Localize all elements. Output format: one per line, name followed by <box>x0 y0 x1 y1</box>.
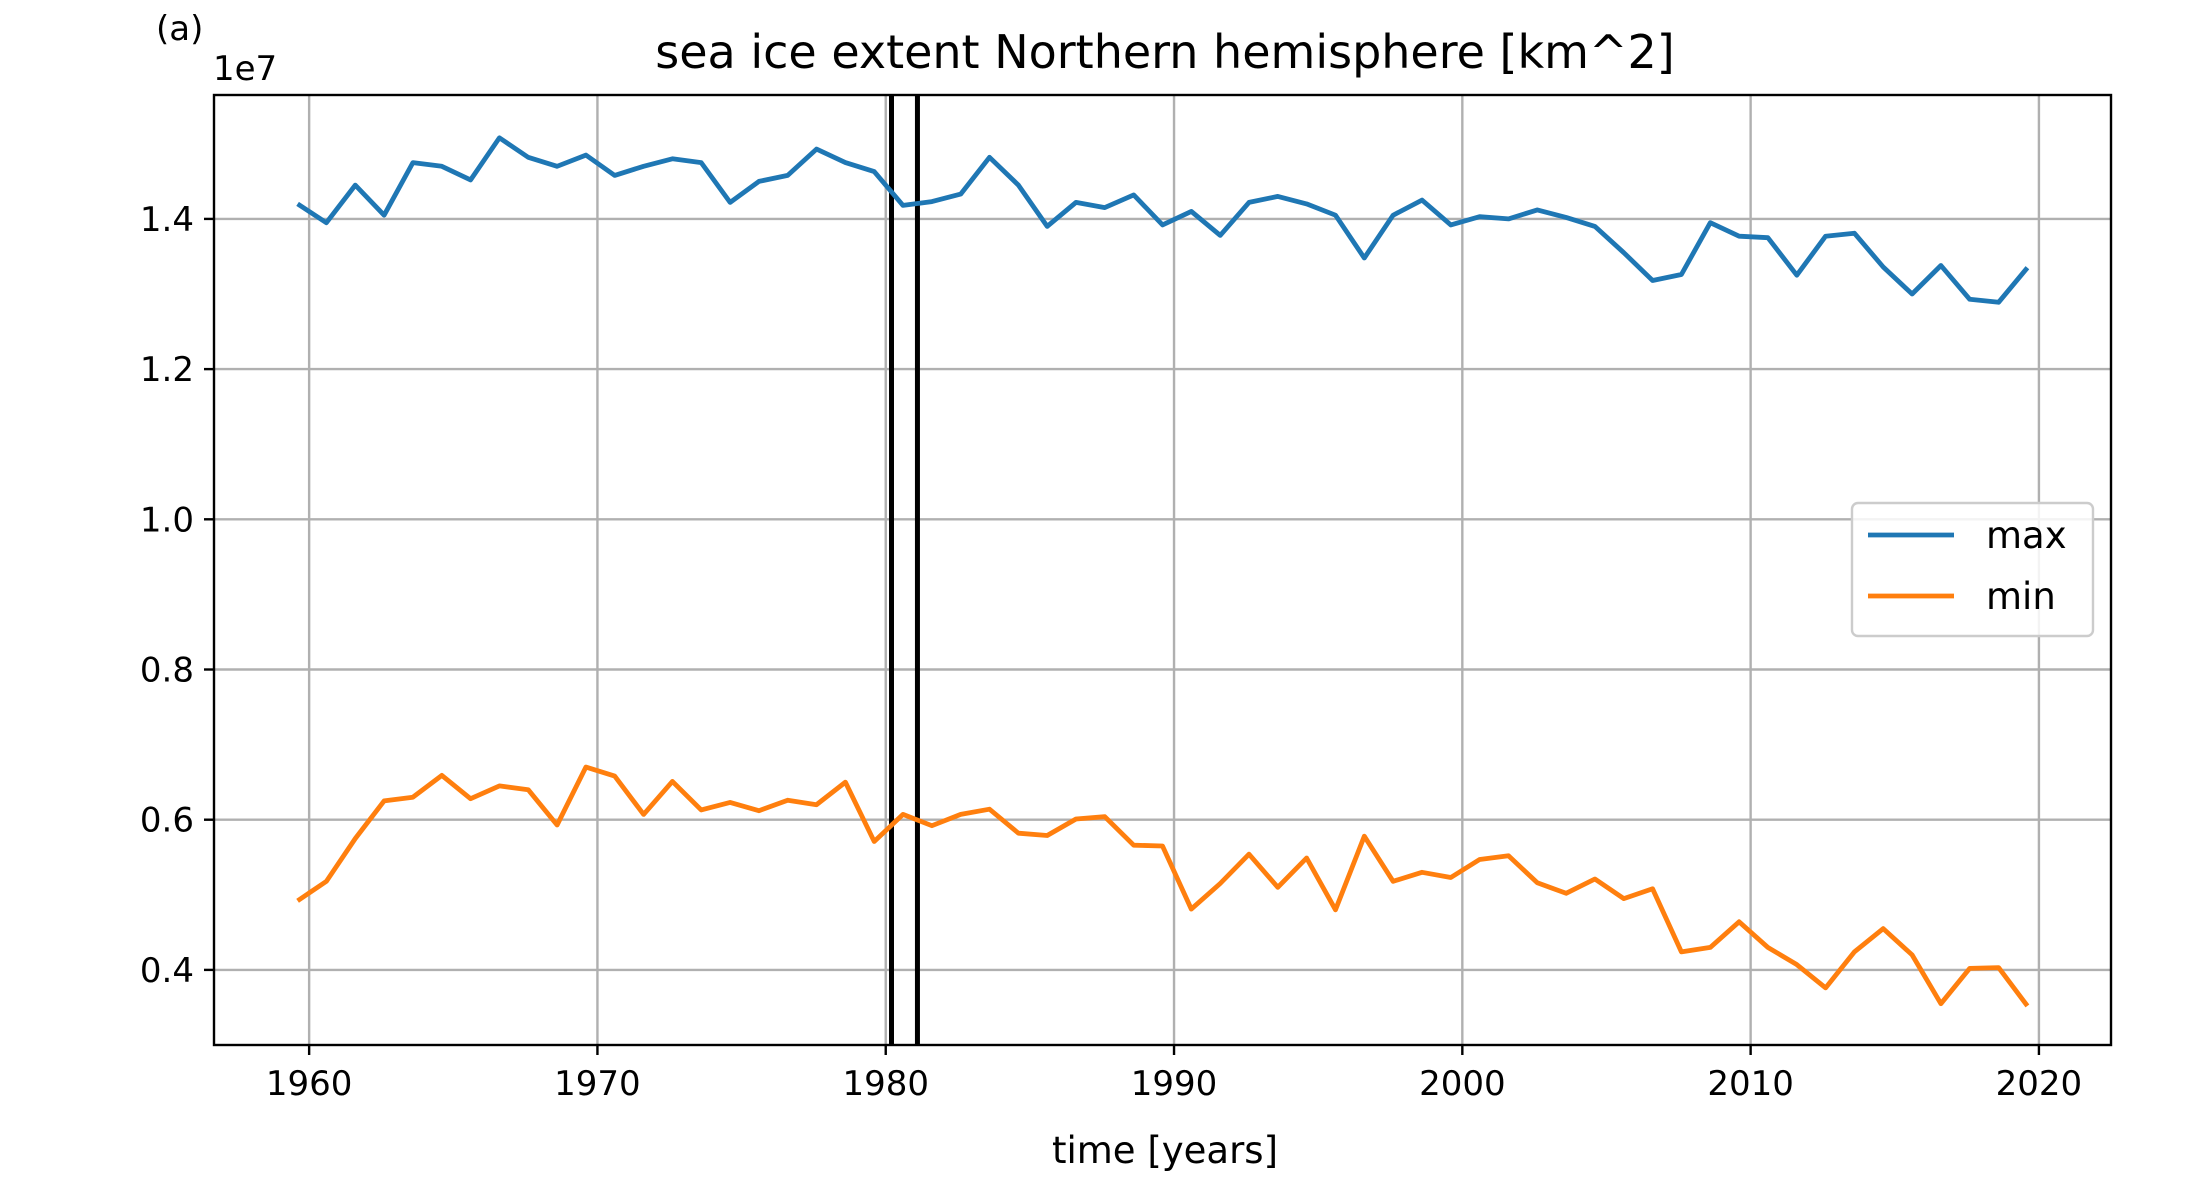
series-line-max <box>296 135 2030 305</box>
x-tick-label: 1960 <box>266 1064 353 1104</box>
plot-frame <box>212 93 2113 1047</box>
vertical-reference-lines <box>889 95 920 1045</box>
x-tick-label: 1980 <box>842 1064 929 1104</box>
x-tick-label: 1990 <box>1131 1064 1218 1104</box>
x-axis-label: time [years] <box>1052 1129 1278 1172</box>
y-tick-label: 1.2 <box>140 350 194 390</box>
chart-title: sea ice extent Northern hemisphere [km^2… <box>655 25 1674 79</box>
panel-label: (a) <box>156 9 203 49</box>
x-tick-label: 2000 <box>1419 1064 1506 1104</box>
x-tick-label: 1970 <box>554 1064 641 1104</box>
legend: max min <box>1850 501 2095 638</box>
series-lines <box>296 135 2030 1008</box>
legend-label-min: min <box>1986 575 2056 618</box>
axis-ticks: 1960 1970 1980 1990 2000 2010 2020 0.4 0.6 0.8 1.0… <box>140 200 2082 1104</box>
grid <box>214 95 2111 1045</box>
y-offset-label: 1e7 <box>213 49 277 89</box>
y-tick-label: 0.8 <box>140 651 194 691</box>
x-tick-label: 2010 <box>1707 1064 1794 1104</box>
y-tick-label: 0.4 <box>140 951 194 991</box>
legend-label-max: max <box>1986 514 2067 557</box>
y-tick-label: 1.0 <box>140 500 194 540</box>
series-line-min <box>296 764 2030 1008</box>
x-tick-label: 2020 <box>1996 1064 2083 1104</box>
y-tick-label: 1.4 <box>140 200 194 240</box>
y-tick-label: 0.6 <box>140 801 194 841</box>
